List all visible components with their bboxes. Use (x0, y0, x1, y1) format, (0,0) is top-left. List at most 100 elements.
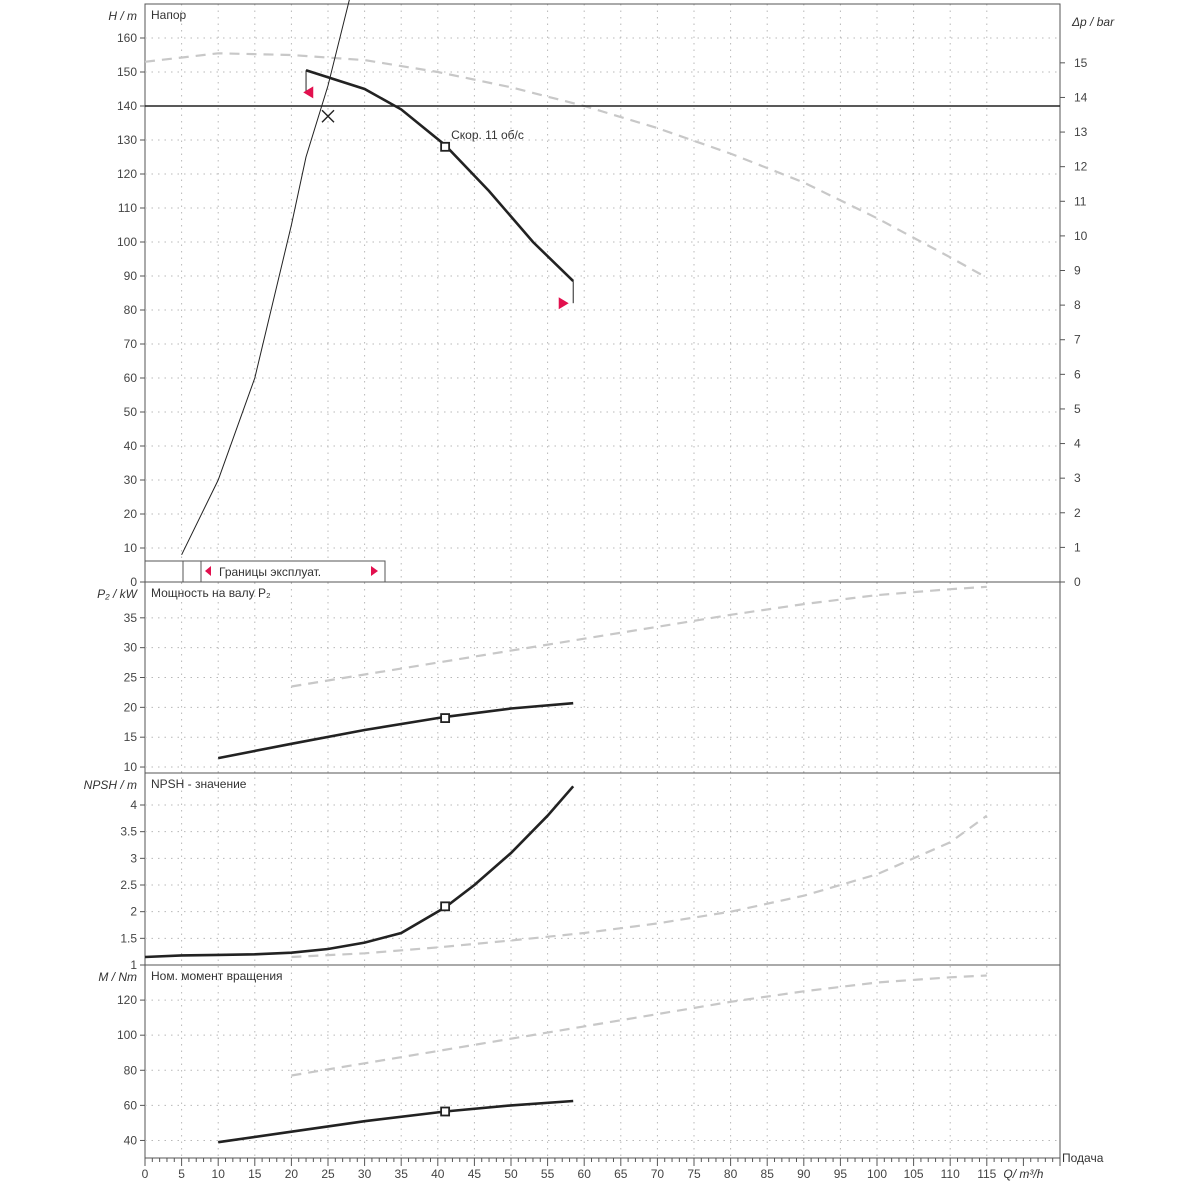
x-tick-label: 55 (541, 1167, 555, 1181)
y2-tick-label: 10 (1074, 229, 1088, 243)
y-tick-label: 50 (124, 405, 138, 419)
x-tick-label: 85 (761, 1167, 775, 1181)
x-tick-label: 25 (321, 1167, 335, 1181)
y-tick-label: 110 (118, 201, 137, 215)
operating-point-marker (440, 141, 451, 152)
y-tick-label: 100 (117, 1028, 137, 1042)
panel-title: Ном. момент вращения (151, 969, 283, 983)
y2-tick-label: 5 (1074, 402, 1081, 416)
series-head-pump-curve (305, 69, 575, 283)
x-tick-label: 40 (431, 1167, 445, 1181)
marks-layer (144, 86, 569, 1117)
x-tick-label: 100 (867, 1167, 887, 1181)
panel-title: Напор (151, 8, 187, 22)
y2-tick-label: 13 (1074, 125, 1088, 139)
y-tick-label: 120 (117, 993, 137, 1007)
y2-tick-label: 2 (1074, 506, 1081, 520)
x-tick-label: 15 (248, 1167, 262, 1181)
y-tick-label: 2.5 (120, 878, 137, 892)
x-tick-label: 95 (834, 1167, 848, 1181)
y-tick-label: 30 (124, 641, 138, 655)
x-tick-label: 45 (468, 1167, 482, 1181)
legend-label: Границы эксплуат. (219, 565, 321, 579)
y2-tick-label: 1 (1074, 540, 1081, 554)
legend-min-flow-icon (205, 566, 211, 576)
y-tick-label: 15 (124, 730, 138, 744)
y2-tick-label: 4 (1074, 437, 1081, 451)
grid-layer (140, 3, 1065, 1166)
y-tick-label: 90 (124, 269, 138, 283)
y-tick-label: 3 (130, 851, 137, 865)
y-tick-label: 2 (130, 905, 137, 919)
x-tick-label: 65 (614, 1167, 628, 1181)
min-flow-marker (303, 86, 314, 99)
y-tick-label: 40 (124, 439, 138, 453)
y-tick-label: 80 (124, 1063, 138, 1077)
panel-frame-torque (144, 964, 1061, 1159)
series-power-max-curve (291, 585, 987, 688)
y-tick-label: 60 (124, 1098, 138, 1112)
legend-max-flow-icon (371, 566, 378, 576)
panel-title: NPSH - значение (151, 777, 247, 791)
y-tick-label: 120 (117, 167, 137, 181)
x-tick-label: 30 (358, 1167, 372, 1181)
y-tick-label: 30 (124, 473, 138, 487)
y2-tick-label: 7 (1074, 333, 1081, 347)
y-tick-label: 140 (117, 99, 137, 113)
y2-tick-label: 3 (1074, 471, 1081, 485)
x-tick-label: 105 (904, 1167, 924, 1181)
y-tick-label: 80 (124, 303, 138, 317)
y2-axis-label: Δp / bar (1071, 15, 1115, 29)
y-tick-label: 25 (124, 671, 138, 685)
y-tick-label: 20 (124, 700, 138, 714)
y-axis-label: NPSH / m (84, 778, 137, 792)
curves-layer (144, 0, 1060, 1144)
panel-title: Мощность на валу P₂ (151, 586, 271, 600)
y-tick-label: 60 (124, 371, 138, 385)
x-tick-label: 10 (212, 1167, 226, 1181)
y2-tick-label: 0 (1074, 575, 1081, 589)
x-tick-label: 90 (797, 1167, 811, 1181)
y-tick-label: 35 (124, 611, 138, 625)
y-tick-label: 20 (124, 507, 138, 521)
series-power-pump-curve (217, 701, 574, 760)
x-tick-label: 115 (977, 1167, 996, 1181)
x-tick-label: 75 (687, 1167, 701, 1181)
y-tick-label: 150 (117, 65, 137, 79)
y2-tick-label: 11 (1074, 194, 1087, 208)
series-npsh-pump-curve (144, 785, 575, 959)
y2-tick-label: 9 (1074, 264, 1081, 278)
series-torque-pump-curve (218, 1099, 574, 1144)
y-tick-label: 0 (130, 575, 137, 589)
y2-tick-label: 6 (1074, 367, 1081, 381)
x-tick-label: 20 (285, 1167, 299, 1181)
y-tick-label: 10 (124, 760, 138, 774)
operating-point-label: Скор. 11 об/с (451, 128, 524, 142)
panel-frame-npsh (144, 772, 1061, 966)
operating-point-marker (440, 713, 451, 723)
panel-frame-head (144, 3, 1061, 583)
x-tick-label: 5 (178, 1167, 185, 1181)
duty-point-marker (321, 109, 335, 123)
y-tick-label: 1 (130, 958, 137, 972)
x-axis-label: Q/ m³/h (1003, 1167, 1043, 1181)
y-tick-label: 70 (124, 337, 138, 351)
y2-tick-label: 15 (1074, 56, 1088, 70)
operating-point-marker (440, 901, 451, 912)
y-axis-label: M / Nm (98, 970, 137, 984)
y-tick-label: 160 (117, 31, 137, 45)
series-npsh-max-curve (291, 814, 988, 959)
legend-box (144, 560, 386, 583)
y-tick-label: 100 (117, 235, 137, 249)
x-tick-label: 35 (395, 1167, 409, 1181)
series-head-system-curve (181, 0, 350, 556)
y2-tick-label: 8 (1074, 298, 1081, 312)
x-tick-label: 50 (504, 1167, 518, 1181)
x-tick-label: 70 (651, 1167, 665, 1181)
y-tick-label: 1.5 (120, 931, 137, 945)
labels-layer: 0102030405060708090100110120130140150160… (84, 8, 1115, 1181)
y2-tick-label: 14 (1074, 90, 1088, 104)
y-tick-label: 4 (130, 798, 137, 812)
x-tick-label: 60 (578, 1167, 592, 1181)
